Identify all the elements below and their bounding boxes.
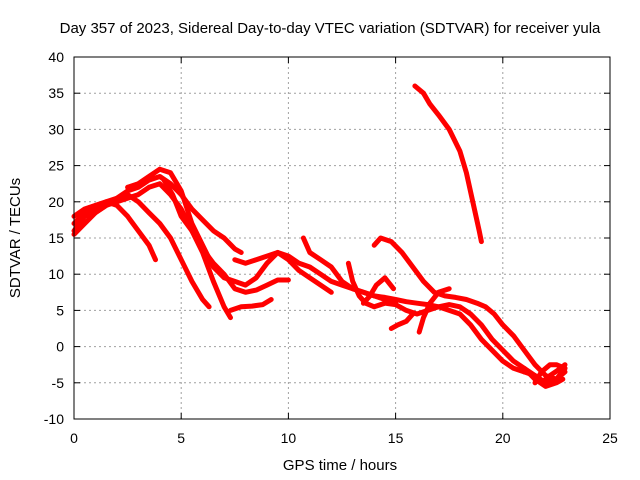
y-tick-label: 5 xyxy=(56,302,64,318)
series-line-track-13 xyxy=(388,311,416,331)
y-axis-label: SDTVAR / TECUs xyxy=(7,178,24,298)
y-tick-label: 10 xyxy=(48,266,64,282)
y-tick-label: 15 xyxy=(48,230,64,246)
y-tick-label: -10 xyxy=(44,411,64,427)
x-tick-label: 20 xyxy=(495,430,511,446)
x-tick-label: 5 xyxy=(177,430,185,446)
series-line-track-12 xyxy=(360,275,396,306)
series-line-track-18 xyxy=(412,83,484,245)
series-line-track-3 xyxy=(71,192,212,310)
series-line-track-14 xyxy=(416,286,452,335)
y-tick-label: 25 xyxy=(48,158,64,174)
series-line-track-16 xyxy=(532,362,568,386)
series-line-track-17 xyxy=(521,362,568,386)
tick-group xyxy=(73,56,611,420)
x-tick-labels: 0 5 10 15 20 25 xyxy=(70,430,618,446)
chart-title: Day 357 of 2023, Sidereal Day-to-day VTE… xyxy=(60,20,601,37)
x-tick-label: 0 xyxy=(70,430,78,446)
y-tick-label: -5 xyxy=(52,375,65,391)
series-line-track-6 xyxy=(161,177,291,295)
x-tick-label: 15 xyxy=(388,430,404,446)
series-line-track-4 xyxy=(71,199,158,263)
x-tick-label: 10 xyxy=(281,430,297,446)
series-line-track-9 xyxy=(300,235,527,375)
y-tick-label: 30 xyxy=(48,121,64,137)
series-line-track-7 xyxy=(228,297,274,313)
y-tick-label: 0 xyxy=(56,339,64,355)
x-axis-label: GPS time / hours xyxy=(283,457,397,474)
x-tick-label: 25 xyxy=(602,430,618,446)
series-group xyxy=(71,83,568,389)
y-tick-labels: -10 -5 0 5 10 15 20 25 30 35 40 xyxy=(44,49,64,427)
series-line-track-11 xyxy=(371,235,568,382)
y-tick-label: 35 xyxy=(48,85,64,101)
y-tick-label: 40 xyxy=(48,49,64,65)
y-tick-label: 20 xyxy=(48,194,64,210)
